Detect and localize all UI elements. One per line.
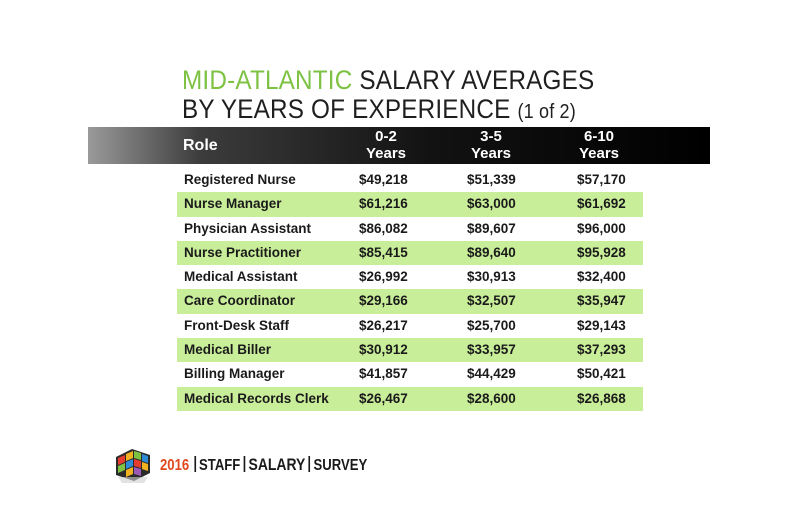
table-cell-6-10-years: $35,947 (577, 293, 626, 309)
table-row: Nurse Practitioner $85,415 $89,640 $95,928 (177, 240, 643, 266)
survey-logo-icon (116, 449, 150, 483)
header-role: Role (183, 137, 218, 154)
table-cell-3-5-years: $89,640 (467, 244, 516, 260)
table-cell-0-2-years: $30,912 (359, 342, 408, 358)
table-row: Physician Assistant $86,082 $89,607 $96,000 (177, 217, 643, 241)
footer-divider-3 (308, 456, 311, 472)
table-cell-0-2-years: $86,082 (359, 220, 408, 236)
table-cell-6-10-years: $50,421 (577, 366, 626, 382)
table-cell-6-10-years: $57,170 (577, 172, 626, 187)
table-row: Front-Desk Staff $26,217 $25,700 $29,143 (177, 314, 643, 338)
table-cell-0-2-years: $41,857 (359, 366, 408, 382)
table-cell-3-5-years: $30,913 (467, 269, 516, 285)
table-cell-0-2-years: $26,217 (359, 317, 408, 333)
table-cell-role: Physician Assistant (184, 220, 312, 236)
header-col-6-10-range: 6-10 (583, 128, 615, 145)
table-cell-role: Nurse Manager (184, 196, 282, 212)
table-cell-6-10-years: $95,928 (577, 244, 626, 260)
header-col-3-5-range: 3-5 (480, 128, 502, 145)
table-cell-3-5-years: $28,600 (467, 390, 516, 406)
title-line-2: BY YEARS OF EXPERIENCE (1 of 2) (182, 95, 594, 127)
table-row: Medical Biller $30,912 $33,957 $37,293 (177, 338, 643, 363)
table-body: Registered Nurse $49,218 $51,339 $57,170 Nur… (177, 168, 643, 411)
table-cell-6-10-years: $29,143 (577, 317, 626, 333)
table-cell-6-10-years: $32,400 (577, 269, 626, 285)
table-cell-0-2-years: $26,992 (359, 269, 408, 285)
table-cell-0-2-years: $49,218 (359, 172, 408, 187)
table-cell-0-2-years: $61,216 (359, 196, 408, 212)
header-col-0-2: 0-2 Years (346, 128, 426, 162)
table-cell-3-5-years: $63,000 (467, 196, 516, 212)
table-row: Registered Nurse $49,218 $51,339 $57,170 (177, 168, 643, 192)
table-row: Medical Records Clerk $26,467 $28,600 $26,8… (177, 386, 643, 411)
table-cell-0-2-years: $26,467 (359, 390, 408, 406)
table-row: Medical Assistant $26,992 $30,913 $32,400 (177, 265, 643, 289)
footer-word-staff: STAFF (199, 457, 241, 474)
table-row: Nurse Manager $61,216 $63,000 $61,692 (177, 192, 643, 217)
table-cell-role: Care Coordinator (184, 293, 296, 309)
table-cell-6-10-years: $37,293 (577, 342, 626, 358)
table-cell-role: Front-Desk Staff (184, 317, 290, 333)
footer-word-survey: SURVEY (313, 457, 368, 474)
table-cell-role: Billing Manager (184, 366, 285, 382)
table-cell-0-2-years: $29,166 (359, 293, 408, 309)
table-cell-role: Medical Records Clerk (184, 390, 329, 406)
footer-word-salary: SALARY (248, 455, 306, 474)
table-row: Billing Manager $41,857 $44,429 $50,421 (177, 362, 643, 386)
table-header-band (88, 127, 710, 164)
header-col-3-5: 3-5 Years (451, 128, 531, 162)
title-line-1-rest: SALARY AVERAGES (352, 65, 595, 95)
table-cell-role: Registered Nurse (184, 172, 296, 187)
table-cell-3-5-years: $33,957 (467, 342, 516, 358)
footer-divider-1 (194, 456, 196, 472)
table-cell-0-2-years: $85,415 (359, 244, 408, 260)
header-col-3-5-unit: Years (470, 145, 512, 162)
header-col-0-2-range: 0-2 (375, 128, 397, 145)
table-row: Care Coordinator $29,166 $32,507 $35,947 (177, 289, 643, 314)
title-page-indicator: (1 of 2) (517, 101, 576, 123)
title-line-2-text: BY YEARS OF EXPERIENCE (182, 94, 511, 124)
header-col-0-2-unit: Years (365, 145, 407, 162)
footer-divider-2 (243, 456, 246, 472)
survey-footer: 2016 STAFF SALARY SURVEY (160, 456, 367, 475)
table-cell-3-5-years: $51,339 (467, 172, 516, 187)
table-cell-6-10-years: $61,692 (577, 196, 626, 212)
chart-title: MID-ATLANTIC SALARY AVERAGES BY YEARS OF… (182, 66, 594, 127)
table-cell-6-10-years: $26,868 (577, 390, 626, 406)
footer-year: 2016 (160, 457, 190, 474)
table-cell-6-10-years: $96,000 (577, 220, 626, 236)
title-accent: MID-ATLANTIC (182, 65, 353, 95)
header-col-6-10-unit: Years (578, 145, 620, 162)
table-cell-3-5-years: $32,507 (467, 293, 516, 309)
table-cell-3-5-years: $89,607 (467, 220, 516, 236)
table-cell-3-5-years: $44,429 (467, 366, 516, 382)
table-cell-3-5-years: $25,700 (467, 317, 516, 333)
table-cell-role: Medical Biller (184, 342, 272, 358)
header-col-6-10: 6-10 Years (559, 128, 639, 162)
table-cell-role: Nurse Practitioner (184, 244, 302, 260)
table-cell-role: Medical Assistant (184, 269, 298, 285)
title-line-1: MID-ATLANTIC SALARY AVERAGES (182, 66, 594, 95)
